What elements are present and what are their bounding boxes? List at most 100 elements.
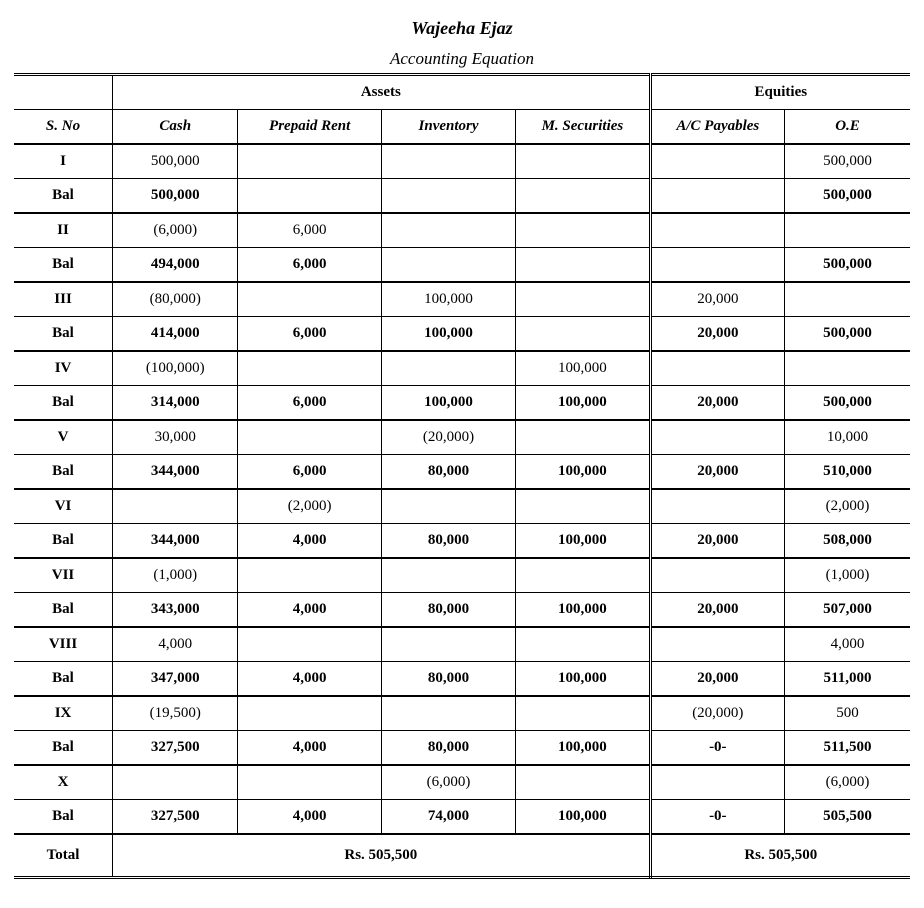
accounting-table: Assets Equities S. No Cash Prepaid Rent … [14, 73, 910, 879]
cell-rent [238, 558, 381, 593]
cell-oe: 510,000 [785, 455, 910, 490]
cell-ap [650, 351, 784, 386]
cell-msec [516, 627, 650, 662]
cell-cash: 4,000 [113, 627, 238, 662]
cell-ap [650, 489, 784, 524]
cell-rent: 6,000 [238, 455, 381, 490]
cell-inventory [381, 696, 515, 731]
cell-cash: 344,000 [113, 524, 238, 559]
cell-msec: 100,000 [516, 800, 650, 835]
cell-ap: 20,000 [650, 593, 784, 628]
total-assets: Rs. 505,500 [113, 834, 651, 878]
col-inventory: Inventory [381, 110, 515, 145]
cell-rent [238, 144, 381, 179]
cell-cash: (80,000) [113, 282, 238, 317]
table-row: IV(100,000)100,000 [14, 351, 910, 386]
cell-msec [516, 558, 650, 593]
cell-rent: 6,000 [238, 317, 381, 352]
cell-inventory: (6,000) [381, 765, 515, 800]
cell-inventory [381, 489, 515, 524]
cell-ap: 20,000 [650, 524, 784, 559]
cell-oe: 10,000 [785, 420, 910, 455]
cell-inventory: 80,000 [381, 524, 515, 559]
cell-msec: 100,000 [516, 662, 650, 697]
table-row: Bal343,0004,00080,000100,00020,000507,00… [14, 593, 910, 628]
cell-oe: (2,000) [785, 489, 910, 524]
cell-msec [516, 317, 650, 352]
cell-sno: V [14, 420, 113, 455]
cell-msec [516, 765, 650, 800]
table-row: Bal327,5004,00074,000100,000-0-505,500 [14, 800, 910, 835]
cell-sno: IX [14, 696, 113, 731]
cell-sno: VIII [14, 627, 113, 662]
cell-ap [650, 420, 784, 455]
cell-sno: Bal [14, 731, 113, 766]
table-row: X(6,000)(6,000) [14, 765, 910, 800]
cell-rent: 4,000 [238, 731, 381, 766]
cell-oe: 500,000 [785, 179, 910, 214]
cell-oe: 511,000 [785, 662, 910, 697]
cell-rent [238, 420, 381, 455]
cell-inventory [381, 248, 515, 283]
cell-inventory [381, 627, 515, 662]
cell-rent [238, 351, 381, 386]
cell-sno: I [14, 144, 113, 179]
cell-rent: (2,000) [238, 489, 381, 524]
cell-oe: 505,500 [785, 800, 910, 835]
table-body: I500,000500,000Bal500,000500,000II(6,000… [14, 144, 910, 834]
cell-ap [650, 627, 784, 662]
cell-msec [516, 248, 650, 283]
table-row: Bal347,0004,00080,000100,00020,000511,00… [14, 662, 910, 697]
col-rent: Prepaid Rent [238, 110, 381, 145]
col-ap: A/C Payables [650, 110, 784, 145]
cell-msec: 100,000 [516, 455, 650, 490]
cell-oe: 4,000 [785, 627, 910, 662]
cell-sno: Bal [14, 593, 113, 628]
cell-msec [516, 696, 650, 731]
cell-rent: 4,000 [238, 524, 381, 559]
cell-ap: (20,000) [650, 696, 784, 731]
total-label: Total [14, 834, 113, 878]
table-row: I500,000500,000 [14, 144, 910, 179]
cell-msec [516, 179, 650, 214]
cell-msec: 100,000 [516, 731, 650, 766]
cell-rent: 4,000 [238, 593, 381, 628]
cell-rent [238, 627, 381, 662]
cell-rent [238, 282, 381, 317]
cell-cash: 343,000 [113, 593, 238, 628]
cell-sno: X [14, 765, 113, 800]
cell-oe [785, 351, 910, 386]
cell-sno: Bal [14, 455, 113, 490]
cell-inventory: 100,000 [381, 386, 515, 421]
cell-oe: (1,000) [785, 558, 910, 593]
cell-cash [113, 489, 238, 524]
cell-oe: 500,000 [785, 248, 910, 283]
col-oe: O.E [785, 110, 910, 145]
cell-rent [238, 696, 381, 731]
col-msec: M. Securities [516, 110, 650, 145]
cell-msec: 100,000 [516, 386, 650, 421]
cell-msec [516, 282, 650, 317]
cell-msec: 100,000 [516, 593, 650, 628]
cell-sno: VII [14, 558, 113, 593]
cell-oe: 500,000 [785, 144, 910, 179]
table-row: VII(1,000)(1,000) [14, 558, 910, 593]
table-row: II(6,000)6,000 [14, 213, 910, 248]
cell-cash: (100,000) [113, 351, 238, 386]
cell-oe [785, 282, 910, 317]
cell-ap [650, 213, 784, 248]
cell-sno: Bal [14, 524, 113, 559]
cell-inventory: 80,000 [381, 731, 515, 766]
table-row: Bal327,5004,00080,000100,000-0-511,500 [14, 731, 910, 766]
cell-cash: 327,500 [113, 800, 238, 835]
table-row: Bal414,0006,000100,00020,000500,000 [14, 317, 910, 352]
cell-sno: II [14, 213, 113, 248]
cell-sno: Bal [14, 179, 113, 214]
cell-cash: 494,000 [113, 248, 238, 283]
cell-rent: 6,000 [238, 386, 381, 421]
cell-cash: 30,000 [113, 420, 238, 455]
cell-oe: 500 [785, 696, 910, 731]
cell-cash: 500,000 [113, 179, 238, 214]
cell-inventory [381, 179, 515, 214]
cell-rent: 6,000 [238, 248, 381, 283]
